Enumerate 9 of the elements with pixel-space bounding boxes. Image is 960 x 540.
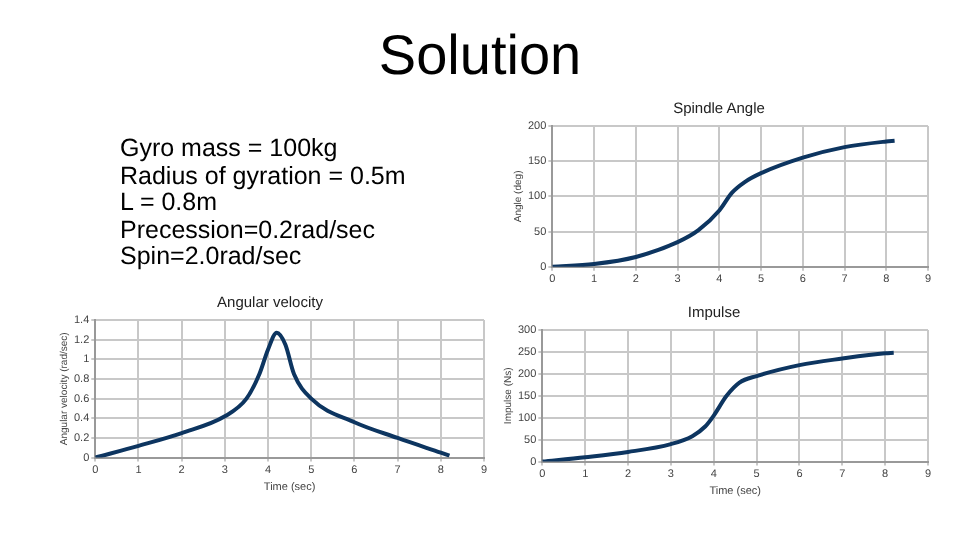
text: L = 0.8m xyxy=(120,188,220,217)
text: Spin=2.0rad/sec xyxy=(120,242,304,271)
text: Precession=0.2rad/sec xyxy=(120,215,378,244)
line-series xyxy=(552,138,897,267)
line-series xyxy=(542,350,896,462)
text: Radius of gyration = 0.5m xyxy=(120,161,406,190)
text: Solution xyxy=(376,24,584,88)
line-series xyxy=(95,330,452,458)
text: Gyro mass = 100kg xyxy=(120,134,340,163)
